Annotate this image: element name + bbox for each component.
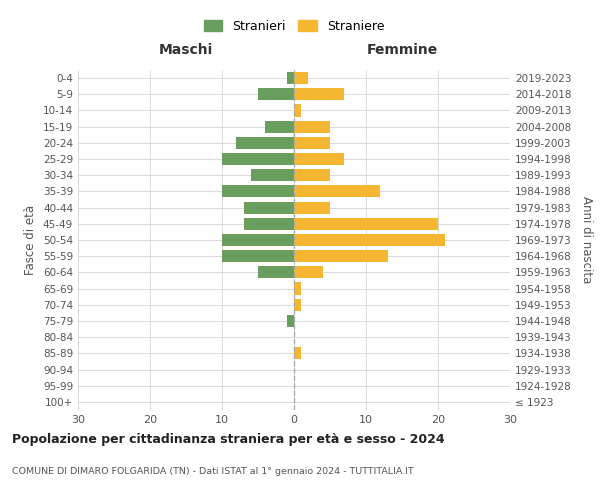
Bar <box>244 218 294 230</box>
Bar <box>294 104 301 117</box>
Y-axis label: Fasce di età: Fasce di età <box>25 205 37 275</box>
Bar <box>294 137 330 149</box>
Text: Maschi: Maschi <box>159 43 213 57</box>
Bar <box>294 218 438 230</box>
Bar <box>294 169 330 181</box>
Bar <box>294 348 301 360</box>
Text: Femmine: Femmine <box>367 43 437 57</box>
Bar <box>222 234 294 246</box>
Y-axis label: Anni di nascita: Anni di nascita <box>580 196 593 284</box>
Bar <box>244 202 294 213</box>
Bar <box>294 72 308 84</box>
Bar <box>294 88 344 101</box>
Bar <box>258 88 294 101</box>
Text: COMUNE DI DIMARO FOLGARIDA (TN) - Dati ISTAT al 1° gennaio 2024 - TUTTITALIA.IT: COMUNE DI DIMARO FOLGARIDA (TN) - Dati I… <box>12 468 414 476</box>
Legend: Stranieri, Straniere: Stranieri, Straniere <box>199 15 389 38</box>
Bar <box>222 186 294 198</box>
Bar <box>294 250 388 262</box>
Bar <box>258 266 294 278</box>
Bar <box>287 72 294 84</box>
Bar <box>294 282 301 294</box>
Bar <box>294 266 323 278</box>
Text: Popolazione per cittadinanza straniera per età e sesso - 2024: Popolazione per cittadinanza straniera p… <box>12 432 445 446</box>
Bar <box>222 250 294 262</box>
Bar <box>287 315 294 327</box>
Bar <box>294 234 445 246</box>
Bar <box>294 298 301 311</box>
Bar <box>294 153 344 165</box>
Bar <box>294 120 330 132</box>
Bar <box>236 137 294 149</box>
Bar <box>294 202 330 213</box>
Bar <box>265 120 294 132</box>
Bar <box>222 153 294 165</box>
Bar <box>294 186 380 198</box>
Bar <box>251 169 294 181</box>
